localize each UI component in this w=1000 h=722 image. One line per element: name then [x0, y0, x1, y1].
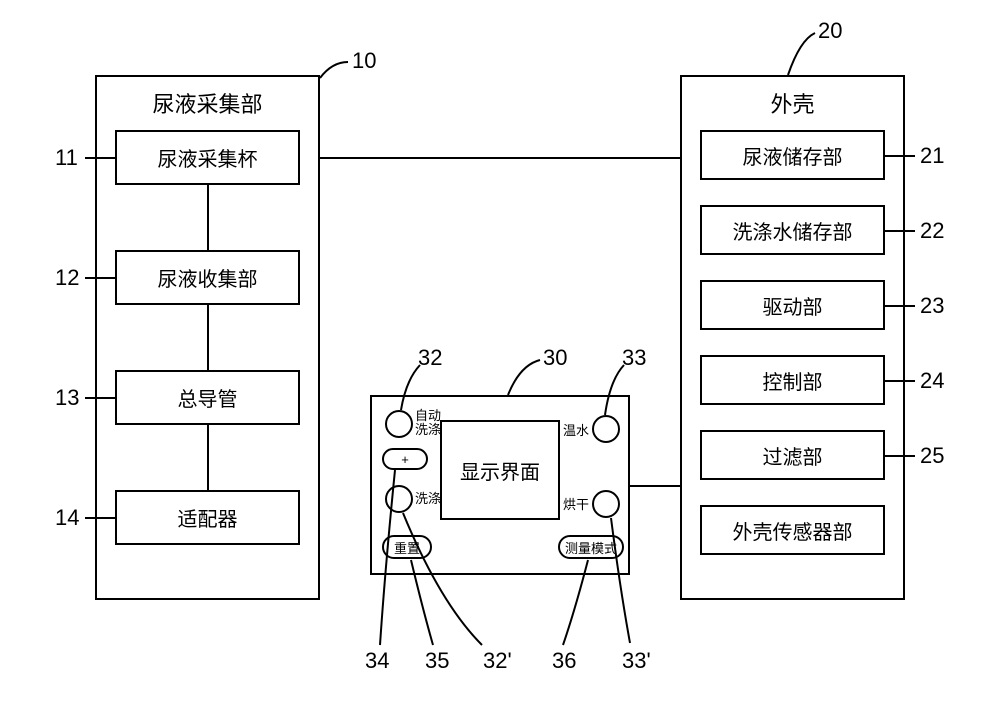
leader-36	[560, 560, 600, 650]
ref-32: 32	[418, 345, 442, 371]
ref-24: 24	[920, 368, 944, 394]
leader-32p	[400, 513, 490, 653]
left-item-1: 尿液采集杯	[115, 130, 300, 185]
tick-22	[885, 230, 915, 232]
tick-11	[85, 157, 115, 159]
btn-warm[interactable]	[592, 415, 620, 443]
left-item-2: 尿液收集部	[115, 250, 300, 305]
ref-21: 21	[920, 143, 944, 169]
right-item-6: 外壳传感器部	[700, 505, 885, 555]
conn-panel-right	[630, 485, 680, 487]
right-item-3-label: 驱动部	[763, 291, 823, 320]
leader-33p	[608, 518, 638, 648]
left-item-3-label: 总导管	[178, 383, 238, 412]
tick-25	[885, 455, 915, 457]
tick-24	[885, 380, 915, 382]
left-item-1-label: 尿液采集杯	[158, 143, 258, 172]
conn-left-right	[320, 157, 680, 159]
ref-36: 36	[552, 648, 576, 674]
left-item-3: 总导管	[115, 370, 300, 425]
conn-l-3-4	[207, 425, 209, 490]
left-block-title: 尿液采集部	[97, 77, 318, 119]
right-item-1-label: 尿液储存部	[743, 141, 843, 170]
conn-l-1-2	[207, 185, 209, 250]
diagram-canvas: 尿液采集部 10 尿液采集杯 尿液收集部 总导管 适配器 11 12 13 14…	[0, 0, 1000, 722]
tick-13	[85, 397, 115, 399]
right-item-3: 驱动部	[700, 280, 885, 330]
ref-30: 30	[543, 345, 567, 371]
ref-23: 23	[920, 293, 944, 319]
lbl-dry: 烘干	[563, 498, 589, 512]
right-item-6-label: 外壳传感器部	[733, 516, 853, 545]
left-item-4-label: 适配器	[178, 503, 238, 532]
ref-13: 13	[55, 385, 79, 411]
ref-25: 25	[920, 443, 944, 469]
display-label: 显示界面	[460, 456, 540, 485]
left-item-2-label: 尿液收集部	[158, 263, 258, 292]
lbl-wash: 洗涤	[415, 492, 441, 506]
ref-33p: 33'	[622, 648, 651, 674]
tick-23	[885, 305, 915, 307]
ref-11: 11	[55, 145, 78, 171]
ref-14: 14	[55, 505, 79, 531]
ref-12: 12	[55, 265, 79, 291]
tick-14	[85, 517, 115, 519]
right-item-1: 尿液储存部	[700, 130, 885, 180]
right-item-5-label: 过滤部	[763, 441, 823, 470]
ref-32p: 32'	[483, 648, 512, 674]
btn-plus[interactable]: +	[382, 448, 428, 470]
ref-20: 20	[818, 18, 842, 44]
left-item-4: 适配器	[115, 490, 300, 545]
tick-12	[85, 277, 115, 279]
lbl-plus: +	[401, 452, 409, 467]
display-screen: 显示界面	[440, 420, 560, 520]
right-item-2: 洗涤水储存部	[700, 205, 885, 255]
leader-20	[760, 25, 820, 80]
right-item-4: 控制部	[700, 355, 885, 405]
lbl-warm: 温水	[563, 424, 589, 438]
right-block-title: 外壳	[682, 77, 903, 119]
ref-22: 22	[920, 218, 944, 244]
right-item-5: 过滤部	[700, 430, 885, 480]
tick-21	[885, 155, 915, 157]
ref-34: 34	[365, 648, 389, 674]
ref-10: 10	[352, 48, 376, 74]
conn-l-2-3	[207, 305, 209, 370]
ref-33: 33	[622, 345, 646, 371]
right-item-2-label: 洗涤水储存部	[733, 216, 853, 245]
right-item-4-label: 控制部	[763, 366, 823, 395]
btn-dry[interactable]	[592, 490, 620, 518]
